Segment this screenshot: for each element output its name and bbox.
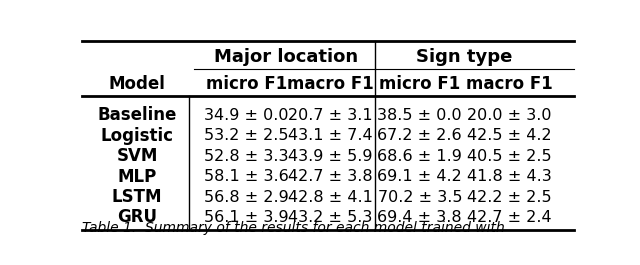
Text: 69.1 ± 4.2: 69.1 ± 4.2 bbox=[378, 169, 462, 184]
Text: 56.1 ± 3.9: 56.1 ± 3.9 bbox=[204, 210, 289, 225]
Text: 43.9 ± 5.9: 43.9 ± 5.9 bbox=[288, 149, 372, 164]
Text: 20.7 ± 3.1: 20.7 ± 3.1 bbox=[288, 108, 372, 123]
Text: 53.2 ± 2.5: 53.2 ± 2.5 bbox=[204, 128, 289, 143]
Text: 43.2 ± 5.3: 43.2 ± 5.3 bbox=[288, 210, 372, 225]
Text: Baseline: Baseline bbox=[97, 107, 177, 125]
Text: 67.2 ± 2.6: 67.2 ± 2.6 bbox=[378, 128, 462, 143]
Text: 42.2 ± 2.5: 42.2 ± 2.5 bbox=[467, 189, 551, 205]
Text: 41.8 ± 4.3: 41.8 ± 4.3 bbox=[467, 169, 552, 184]
Text: MLP: MLP bbox=[117, 168, 157, 186]
Text: 68.6 ± 1.9: 68.6 ± 1.9 bbox=[378, 149, 462, 164]
Text: 70.2 ± 3.5: 70.2 ± 3.5 bbox=[378, 189, 462, 205]
Text: 42.7 ± 2.4: 42.7 ± 2.4 bbox=[467, 210, 551, 225]
Text: Table 1.  Summary of the results for each model trained with: Table 1. Summary of the results for each… bbox=[83, 221, 505, 235]
Text: micro F1: micro F1 bbox=[205, 75, 287, 93]
Text: Logistic: Logistic bbox=[100, 127, 173, 145]
Text: 69.4 ± 3.8: 69.4 ± 3.8 bbox=[378, 210, 462, 225]
Text: 34.9 ± 0.0: 34.9 ± 0.0 bbox=[204, 108, 289, 123]
Text: 43.1 ± 7.4: 43.1 ± 7.4 bbox=[288, 128, 372, 143]
Text: SVM: SVM bbox=[116, 147, 157, 165]
Text: macro F1: macro F1 bbox=[466, 75, 552, 93]
Text: Major location: Major location bbox=[214, 48, 358, 66]
Text: Model: Model bbox=[109, 75, 166, 93]
Text: 42.5 ± 4.2: 42.5 ± 4.2 bbox=[467, 128, 551, 143]
Text: micro F1: micro F1 bbox=[379, 75, 460, 93]
Text: 40.5 ± 2.5: 40.5 ± 2.5 bbox=[467, 149, 551, 164]
Text: GRU: GRU bbox=[117, 209, 157, 227]
Text: 20.0 ± 3.0: 20.0 ± 3.0 bbox=[467, 108, 551, 123]
Text: 56.8 ± 2.9: 56.8 ± 2.9 bbox=[204, 189, 289, 205]
Text: 42.8 ± 4.1: 42.8 ± 4.1 bbox=[288, 189, 373, 205]
Text: macro F1: macro F1 bbox=[287, 75, 374, 93]
Text: 38.5 ± 0.0: 38.5 ± 0.0 bbox=[378, 108, 462, 123]
Text: Sign type: Sign type bbox=[416, 48, 513, 66]
Text: 42.7 ± 3.8: 42.7 ± 3.8 bbox=[288, 169, 372, 184]
Text: LSTM: LSTM bbox=[112, 188, 163, 206]
Text: 58.1 ± 3.6: 58.1 ± 3.6 bbox=[204, 169, 289, 184]
Text: 52.8 ± 3.3: 52.8 ± 3.3 bbox=[204, 149, 289, 164]
